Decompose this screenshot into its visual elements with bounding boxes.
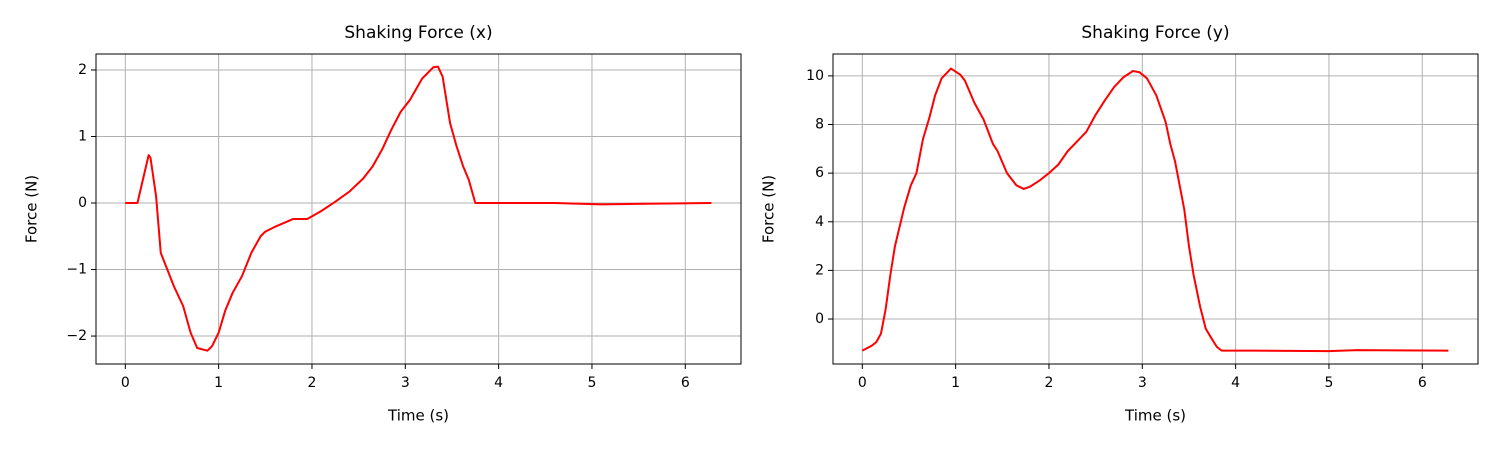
x-tick-label: 6 [681, 375, 690, 391]
x-axis-label: Time (s) [387, 407, 449, 425]
data-line [861, 67, 1449, 353]
panel: Shaking Force (x) Time (s) Force (N) 0 1 2 3 4 5… [23, 23, 742, 425]
y-tick-label: 6 [815, 165, 824, 181]
y-tick-label: 4 [815, 214, 824, 230]
axes-frame [832, 53, 1479, 365]
y-tick-label: 1 [78, 128, 87, 144]
y-tick-label: 2 [815, 262, 824, 278]
chart-title: Shaking Force (y) [1081, 23, 1229, 43]
x-tick-label: 3 [1138, 375, 1147, 391]
data-line [125, 65, 712, 352]
y-tick-label: 0 [78, 195, 87, 211]
y-tick-label: −1 [66, 262, 87, 278]
y-tick-label: 2 [78, 62, 87, 78]
axes-frame [95, 53, 742, 365]
x-tick-label: 5 [1324, 375, 1333, 391]
x-tick-label: 0 [121, 375, 130, 391]
x-tick-label: 6 [1418, 375, 1427, 391]
x-tick-label: 0 [858, 375, 867, 391]
x-tick-label: 5 [587, 375, 596, 391]
y-axis-label: Force (N) [23, 175, 41, 243]
x-tick-label: 1 [214, 375, 223, 391]
y-tick-label: 10 [806, 68, 824, 84]
y-axis-label: Force (N) [760, 175, 778, 243]
panel: Shaking Force (y) Time (s) Force (N) 0 1 2 3 4 5… [760, 23, 1479, 425]
chart-title: Shaking Force (x) [344, 23, 492, 43]
x-tick-label: 2 [308, 375, 317, 391]
y-tick-label: 8 [815, 117, 824, 133]
y-tick-label: −2 [66, 328, 87, 344]
x-tick-label: 4 [494, 375, 503, 391]
x-axis-label: Time (s) [1124, 407, 1186, 425]
x-tick-label: 1 [951, 375, 960, 391]
x-tick-label: 4 [1231, 375, 1240, 391]
x-tick-label: 2 [1045, 375, 1054, 391]
x-tick-label: 3 [401, 375, 410, 391]
y-tick-label: 0 [815, 311, 824, 327]
